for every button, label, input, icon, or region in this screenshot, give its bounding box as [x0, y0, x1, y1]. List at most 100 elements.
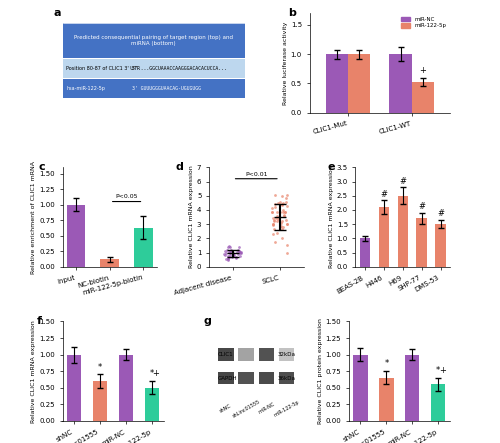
Bar [67, 205, 86, 267]
Text: g: g [204, 316, 212, 326]
Bar [218, 348, 234, 361]
Bar [279, 373, 294, 384]
Point [274, 218, 281, 225]
Bar [360, 238, 370, 267]
Point [269, 221, 277, 228]
Point [236, 247, 244, 254]
Text: #: # [437, 210, 444, 218]
Bar [218, 373, 234, 384]
Point [273, 212, 281, 219]
Point [283, 202, 291, 209]
Bar [326, 54, 348, 113]
Text: hsa-miR-122-5p: hsa-miR-122-5p [66, 86, 105, 91]
Point [228, 250, 236, 257]
Text: c: c [39, 163, 46, 172]
Text: CLIC1: CLIC1 [218, 352, 233, 357]
Bar [119, 354, 133, 421]
Bar [348, 54, 370, 113]
Point [270, 239, 278, 246]
Text: f: f [37, 316, 42, 326]
Point [222, 255, 230, 262]
Text: e: e [327, 163, 334, 172]
Bar [134, 228, 152, 267]
Point [224, 254, 232, 261]
Bar [279, 348, 294, 361]
Point [221, 251, 229, 258]
Text: shLinc01555: shLinc01555 [232, 398, 261, 418]
Point [227, 248, 235, 255]
Point [271, 200, 279, 207]
Text: #: # [418, 202, 425, 211]
Point [278, 218, 286, 225]
Point [270, 218, 278, 225]
Point [284, 220, 292, 227]
Bar [380, 378, 394, 421]
Point [278, 201, 285, 208]
Point [270, 225, 278, 232]
Point [229, 252, 237, 259]
Point [226, 251, 234, 258]
Y-axis label: Relative CLIC1 mRNA expression: Relative CLIC1 mRNA expression [329, 166, 334, 268]
Point [270, 216, 278, 223]
FancyBboxPatch shape [62, 59, 245, 78]
Text: Position 80-87 of CLIC1 3' UTR: Position 80-87 of CLIC1 3' UTR [66, 66, 140, 71]
Text: GAPDH: GAPDH [218, 376, 237, 381]
Point [278, 219, 285, 226]
Point [236, 253, 244, 260]
Text: 32kDa: 32kDa [278, 352, 295, 357]
Text: *: * [98, 363, 102, 372]
Point [280, 209, 288, 216]
Point [276, 224, 284, 231]
Point [280, 212, 287, 219]
Point [276, 199, 284, 206]
Point [272, 203, 280, 210]
Point [230, 249, 237, 256]
Point [226, 244, 234, 251]
Bar [378, 207, 389, 267]
Point [234, 247, 242, 254]
Point [273, 229, 281, 236]
Point [236, 249, 244, 256]
Point [282, 217, 290, 224]
FancyBboxPatch shape [62, 79, 245, 98]
Point [233, 249, 241, 256]
Bar [238, 373, 254, 384]
Point [220, 248, 228, 255]
Point [225, 253, 233, 260]
Point [237, 248, 245, 255]
Text: d: d [176, 163, 184, 172]
Point [273, 209, 281, 216]
Text: shNC: shNC [219, 403, 232, 414]
Bar [436, 224, 446, 267]
Point [228, 253, 236, 260]
Legend: miR-NC, miR-122-5p: miR-NC, miR-122-5p [400, 16, 447, 30]
Text: *: * [436, 366, 440, 375]
Bar [67, 354, 82, 421]
Point [225, 242, 233, 249]
Text: +: + [420, 66, 426, 75]
Bar [431, 385, 446, 421]
Point [282, 194, 290, 202]
Point [269, 214, 277, 221]
Text: #: # [380, 190, 388, 198]
Point [272, 214, 280, 222]
Point [282, 198, 290, 206]
Point [228, 251, 236, 258]
Point [268, 209, 276, 216]
Point [230, 251, 238, 258]
Point [232, 254, 239, 261]
FancyBboxPatch shape [62, 23, 245, 58]
Point [269, 221, 277, 228]
Bar [398, 196, 408, 267]
Text: +: + [152, 369, 160, 378]
Point [278, 199, 286, 206]
Point [268, 209, 276, 216]
Point [282, 208, 290, 215]
Point [278, 193, 286, 200]
Point [282, 221, 290, 228]
Point [222, 246, 230, 253]
Point [269, 220, 277, 227]
Y-axis label: Relative CLIC1 protein expression: Relative CLIC1 protein expression [318, 318, 322, 424]
Text: P<0.01: P<0.01 [245, 172, 268, 177]
Y-axis label: Relative CLIC1 mRNA expression: Relative CLIC1 mRNA expression [32, 320, 36, 423]
